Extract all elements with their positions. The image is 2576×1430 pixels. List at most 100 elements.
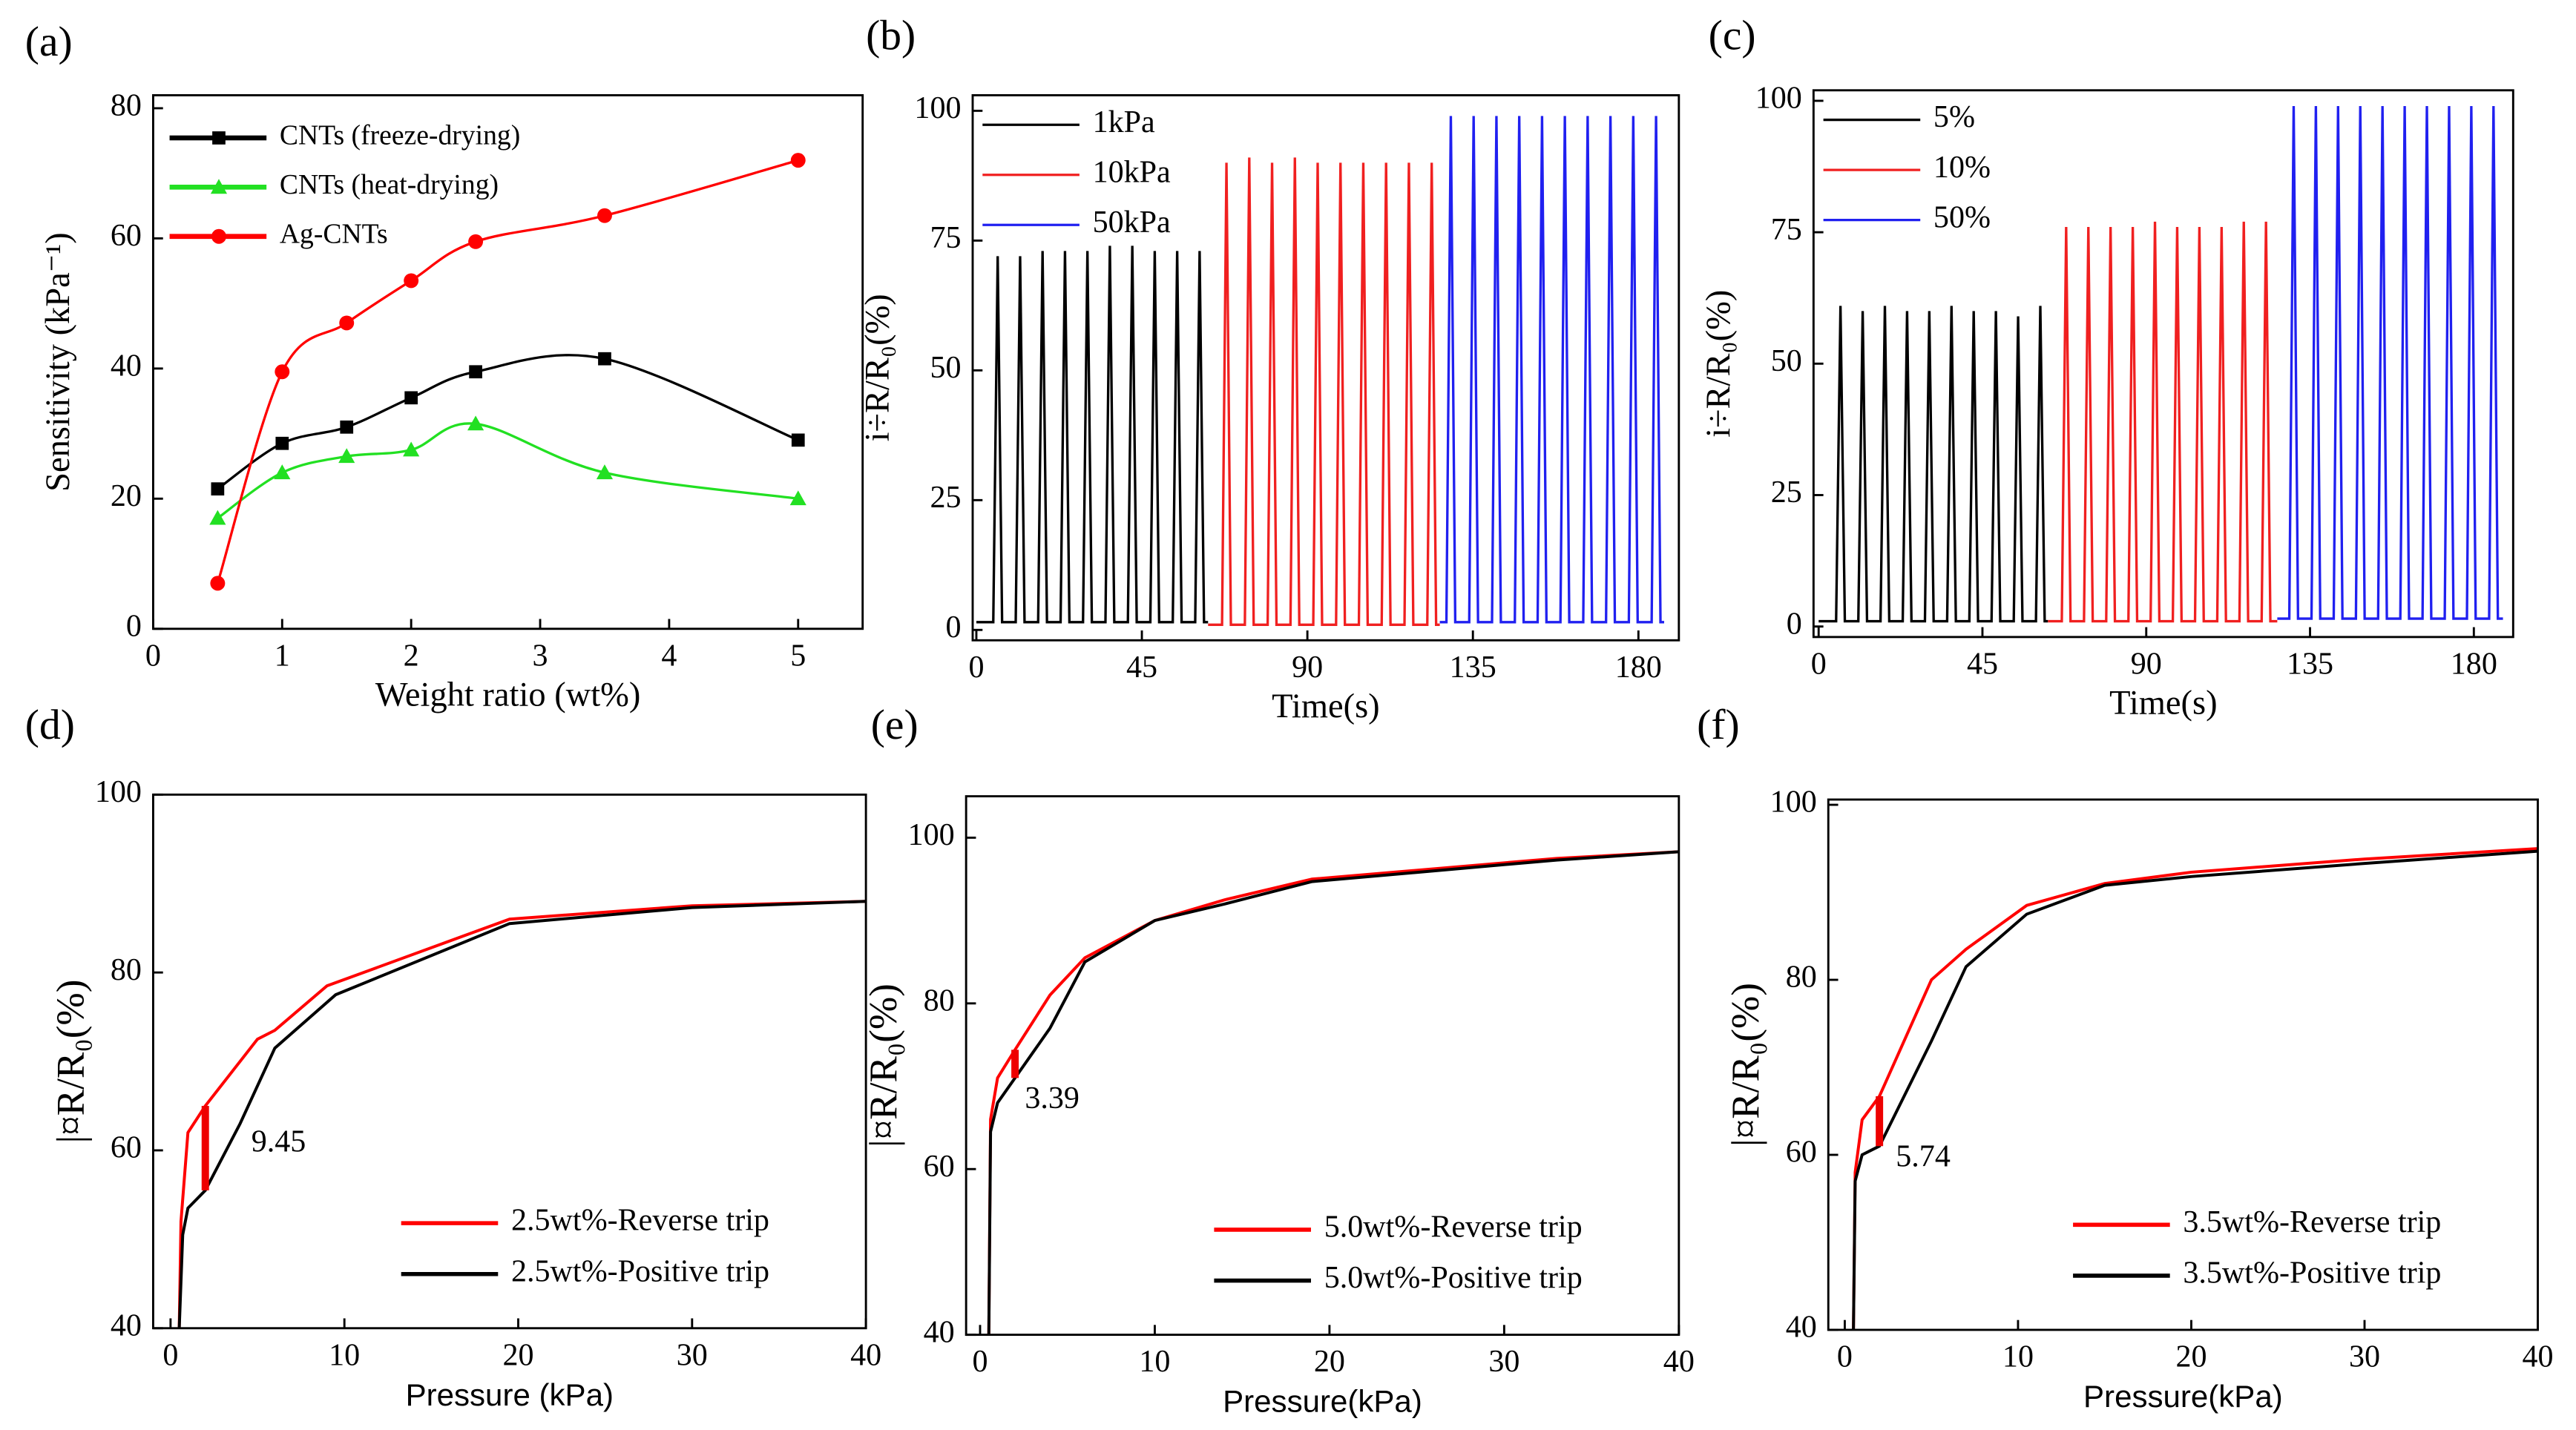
panel-label: (e) — [871, 702, 919, 748]
series-line — [2277, 105, 2503, 620]
legend-marker — [210, 179, 228, 194]
marker — [209, 510, 226, 525]
marker — [597, 208, 612, 223]
panel: (d) 0 10 20 30 40 40 60 80 100 Pressure (kPa) |¤R/R… — [25, 702, 881, 1412]
y-tick-label: 40 — [111, 349, 142, 383]
series-line — [976, 246, 1209, 624]
panel: (a) 0 1 2 3 4 5 0 20 40 60 80 Weight ratio (wt%) Sens… — [25, 19, 864, 714]
series-line — [217, 354, 799, 490]
x-tick-label: 135 — [2287, 647, 2333, 681]
legend-symbol — [210, 179, 228, 194]
legend-label: 5.0wt%-Reverse trip — [1324, 1210, 1583, 1245]
x-axis-label: Pressure (kPa) — [406, 1377, 614, 1412]
x-axis-label: Pressure(kPa) — [1223, 1384, 1422, 1419]
x-tick-label: 10 — [1139, 1345, 1170, 1379]
legend-label: 3.5wt%-Positive trip — [2183, 1256, 2441, 1291]
legend-marker — [212, 131, 226, 145]
panel: (b) 0 45 90 135 180 0 25 50 75 100 Time(s) i÷R/R₀(%)… — [859, 12, 1680, 725]
legend-label: 5.0wt%-Positive trip — [1324, 1261, 1583, 1295]
marker — [598, 352, 611, 366]
panel: (f) 0 10 20 30 40 40 60 80 100 Pressure(kPa) |¤R/R₀… — [1697, 702, 2553, 1414]
y-tick-label: 60 — [111, 219, 142, 253]
y-tick-label: 0 — [126, 609, 142, 643]
panel: (c) 0 45 90 135 180 0 25 50 75 100 Time(s) i÷R/R₀(%)… — [1700, 12, 2514, 722]
legend-label: 5% — [1933, 100, 1975, 134]
marker — [789, 490, 806, 506]
x-tick-label: 90 — [2131, 647, 2162, 681]
series-line — [177, 900, 867, 1328]
y-axis-label: Sensitivity (kPa⁻¹) — [39, 232, 77, 492]
y-tick-label: 50 — [930, 351, 961, 385]
y-tick-label: 100 — [914, 91, 961, 125]
legend-label: 50kPa — [1093, 205, 1171, 240]
series-line — [1208, 157, 1440, 626]
x-tick-label: 40 — [2522, 1340, 2553, 1374]
plot-frame — [971, 93, 1680, 642]
x-axis-label: Pressure(kPa) — [2083, 1379, 2283, 1414]
y-tick-label: 25 — [930, 481, 961, 515]
plot-frame — [1827, 798, 2539, 1331]
x-tick-label: 0 — [145, 639, 161, 673]
y-tick-label: 40 — [111, 1308, 142, 1342]
plot-frame — [151, 93, 864, 630]
x-tick-label: 135 — [1450, 650, 1496, 685]
series-line — [1852, 847, 2538, 1330]
y-tick-label: 20 — [111, 479, 142, 513]
annotation: 5.74 — [1896, 1140, 1951, 1174]
panel: (e) 0 10 20 30 40 40 60 80 100 Pressure(kPa) |¤R/R₀… — [862, 702, 1695, 1419]
x-tick-label: 180 — [1615, 650, 1662, 685]
y-tick-label: 75 — [930, 221, 961, 255]
marker — [210, 576, 226, 591]
legend-label: CNTs (freeze-drying) — [280, 120, 520, 151]
marker — [404, 273, 419, 289]
x-axis-label: Time(s) — [2109, 684, 2217, 722]
marker — [468, 234, 484, 249]
panel-label: (d) — [25, 702, 75, 748]
marker — [339, 315, 355, 331]
y-tick-label: 0 — [1787, 607, 1802, 641]
x-tick-label: 5 — [790, 639, 806, 673]
y-axis-label: i÷R/R₀(%) — [1700, 290, 1738, 438]
marker — [469, 365, 482, 379]
legend-label: 10% — [1933, 151, 1991, 185]
x-tick-label: 20 — [1314, 1345, 1345, 1379]
x-tick-label: 0 — [1811, 647, 1827, 681]
legend-label: 2.5wt%-Reverse trip — [511, 1204, 769, 1238]
marker — [596, 464, 614, 480]
legend-symbol — [211, 228, 226, 244]
y-tick-label: 100 — [1770, 785, 1817, 820]
legend-label: 3.5wt%-Reverse trip — [2183, 1205, 2441, 1239]
y-axis-label: |¤R/R₀(%) — [1724, 983, 1767, 1147]
panel-label: (f) — [1697, 702, 1740, 748]
x-tick-label: 1 — [275, 639, 290, 673]
marker — [403, 441, 420, 457]
y-tick-label: 80 — [111, 89, 142, 123]
y-tick-label: 80 — [111, 953, 142, 987]
y-tick-label: 100 — [1755, 82, 1802, 116]
marker — [340, 420, 354, 434]
x-tick-label: 30 — [2349, 1340, 2380, 1374]
legend-label: 2.5wt%-Positive trip — [511, 1254, 769, 1288]
x-tick-label: 10 — [329, 1338, 360, 1372]
y-axis-label: |¤R/R₀(%) — [862, 983, 905, 1147]
legend-symbol — [212, 131, 226, 145]
legend-label: Ag-CNTs — [280, 218, 388, 249]
panel-label: (b) — [866, 12, 916, 59]
legend-marker — [211, 228, 226, 244]
y-tick-label: 80 — [1786, 961, 1817, 995]
x-tick-label: 20 — [2175, 1340, 2207, 1374]
plot-frame — [965, 795, 1680, 1337]
y-tick-label: 100 — [908, 818, 955, 852]
x-axis-label: Weight ratio (wt%) — [375, 676, 641, 714]
y-tick-label: 40 — [924, 1315, 955, 1349]
y-axis-label: i÷R/R₀(%) — [859, 294, 897, 441]
y-tick-label: 75 — [1771, 213, 1802, 247]
series-line — [987, 850, 1679, 1335]
plot-frame — [1812, 89, 2514, 639]
marker — [274, 464, 291, 480]
series-line — [2048, 221, 2278, 623]
y-tick-label: 25 — [1771, 475, 1802, 510]
x-tick-label: 0 — [162, 1338, 178, 1372]
series-line — [217, 422, 798, 519]
x-tick-label: 10 — [2002, 1340, 2034, 1374]
